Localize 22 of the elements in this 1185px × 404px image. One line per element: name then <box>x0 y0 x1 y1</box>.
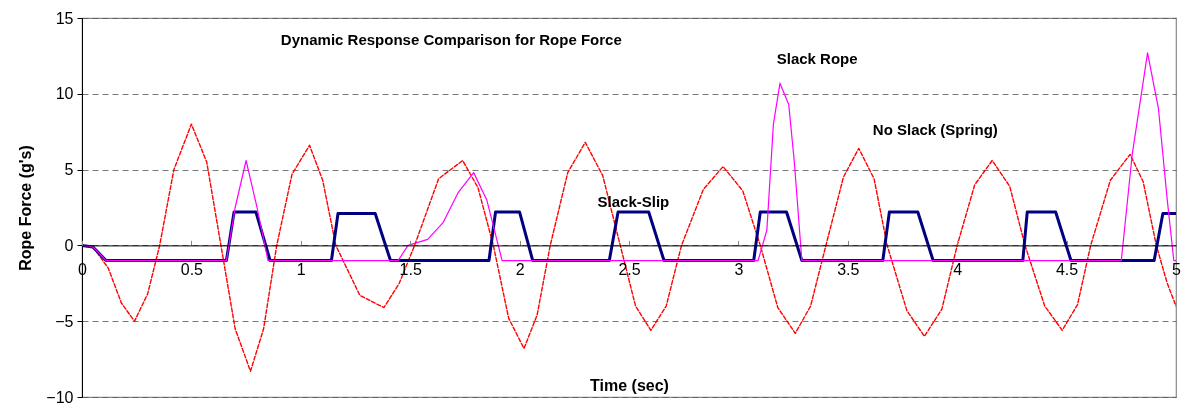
y-tick-label: −5 <box>55 312 74 330</box>
x-tick-label: 1.5 <box>399 260 422 278</box>
x-tick-label: 2 <box>515 260 525 278</box>
y-tick-label: 10 <box>55 85 74 103</box>
x-tick-label: 0.5 <box>180 260 204 278</box>
x-tick-label: 3.5 <box>837 260 860 278</box>
y-tick-label: 0 <box>64 236 74 254</box>
x-tick-label: 4 <box>953 260 963 278</box>
x-tick-label: 5 <box>1172 260 1182 278</box>
y-tick-label: −10 <box>46 388 74 404</box>
x-axis-title: Time (sec) <box>590 376 669 394</box>
y-tick-label: 15 <box>55 9 74 27</box>
series-label: No Slack (Spring) <box>872 121 998 139</box>
y-tick-label: 5 <box>64 161 74 179</box>
series-label: Slack Rope <box>776 49 858 67</box>
series-label: Slack-Slip <box>597 193 670 211</box>
x-tick-label: 1 <box>296 260 306 278</box>
x-tick-label: 3 <box>734 260 744 278</box>
x-tick-label: 2.5 <box>618 260 641 278</box>
y-axis-title: Rope Force (g's) <box>17 145 35 271</box>
text: Dynamic Response Comparison for Rope Force <box>280 31 622 48</box>
x-tick-label: 4.5 <box>1055 260 1079 278</box>
